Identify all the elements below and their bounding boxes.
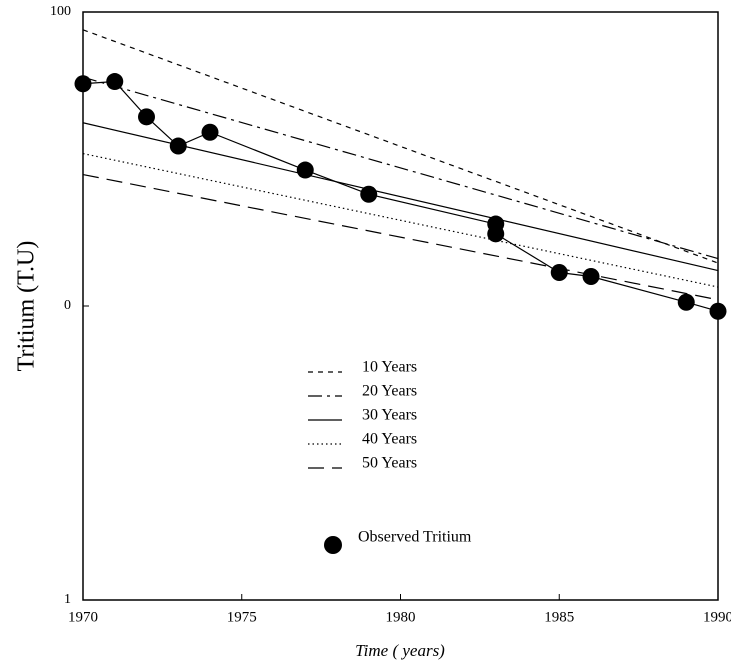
y-tick-label: 100 xyxy=(50,4,71,19)
x-tick-label: 1980 xyxy=(386,609,416,625)
x-tick-label: 1985 xyxy=(544,609,574,625)
data-point xyxy=(169,137,187,155)
x-tick-label: 1990 xyxy=(703,609,731,625)
legend-label: Observed Tritium xyxy=(358,529,472,546)
series-line xyxy=(82,122,719,272)
plot-frame xyxy=(82,11,719,601)
data-point xyxy=(201,123,219,141)
x-tick-label: 1970 xyxy=(68,609,98,625)
data-point xyxy=(138,108,155,126)
data-point xyxy=(709,302,727,320)
legend-label: 20 Years xyxy=(362,383,417,400)
x-axis-label: Time ( years) xyxy=(355,641,445,660)
series-line xyxy=(82,29,719,264)
data-point xyxy=(106,73,124,91)
legend-marker xyxy=(324,536,342,554)
data-point xyxy=(487,225,505,243)
legend-label: 50 Years xyxy=(362,455,417,472)
y-axis-label: Tritium (T.U) xyxy=(14,241,40,372)
series-line xyxy=(82,76,719,260)
data-point xyxy=(296,161,314,179)
data-point xyxy=(582,267,600,285)
data-point xyxy=(74,75,92,93)
series-line xyxy=(82,173,719,301)
data-point xyxy=(360,185,378,203)
x-tick-label: 1975 xyxy=(227,609,257,625)
y-tick-label: 0 xyxy=(64,298,71,313)
data-point xyxy=(550,264,568,282)
legend-label: 10 Years xyxy=(362,359,417,376)
series-line xyxy=(82,152,719,288)
legend-label: 40 Years xyxy=(362,431,417,448)
data-point xyxy=(677,293,695,311)
legend-label: 30 Years xyxy=(362,407,417,424)
y-tick-label: 1 xyxy=(64,592,71,607)
